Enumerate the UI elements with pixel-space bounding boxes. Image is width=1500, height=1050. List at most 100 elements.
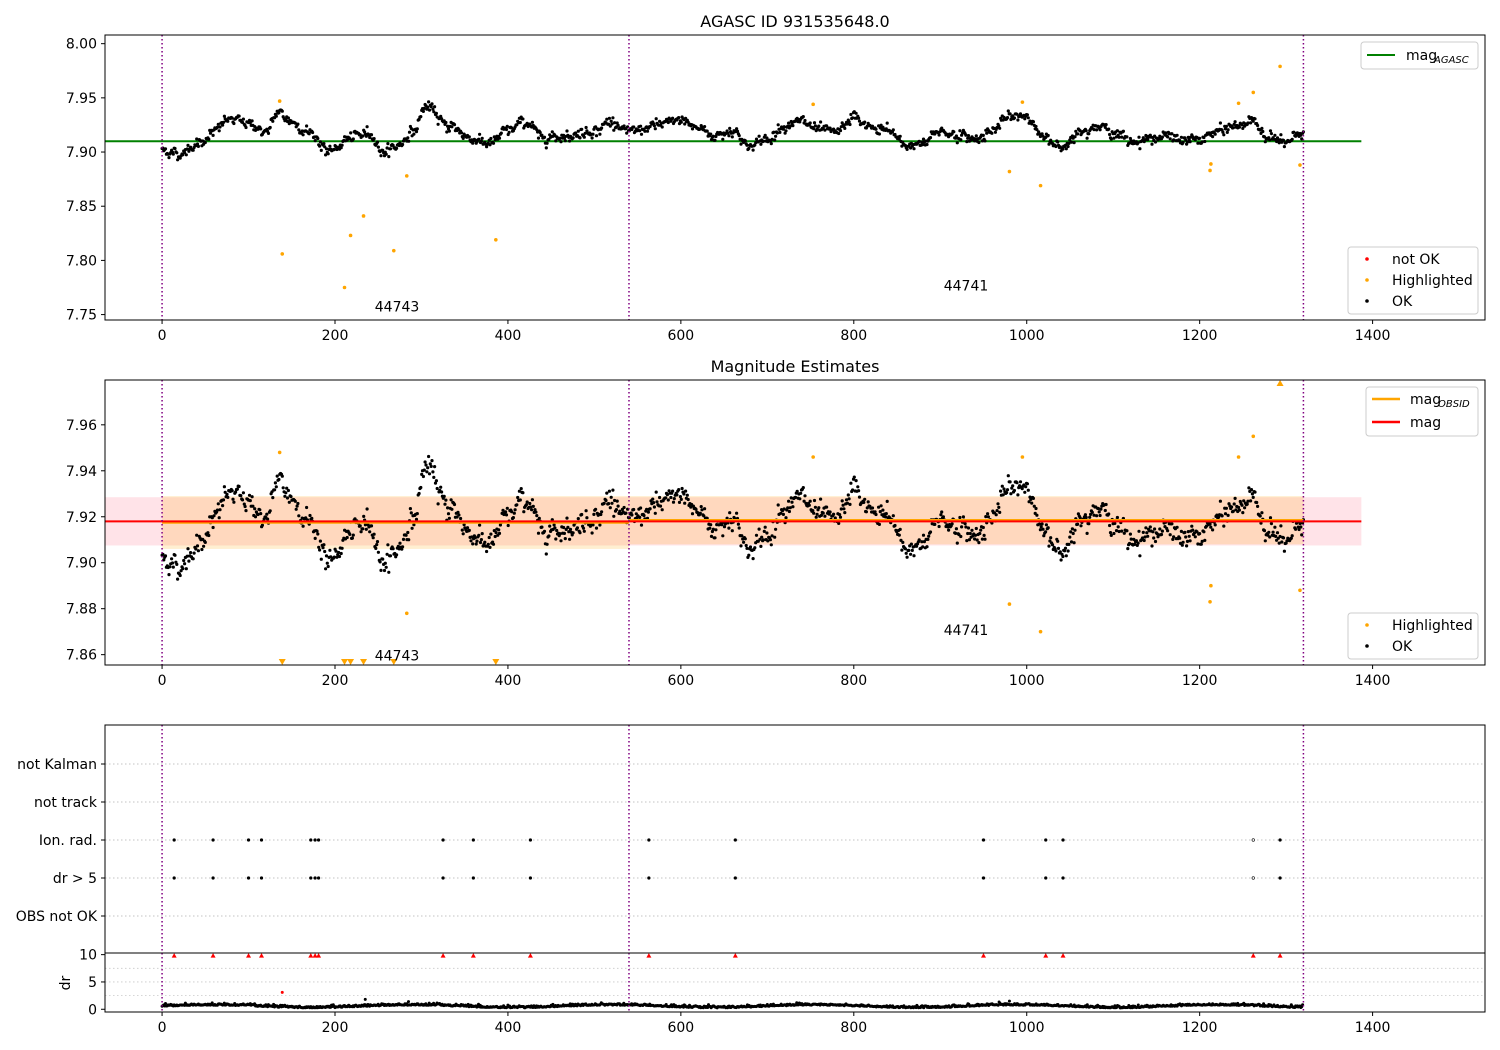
agasc-legend-marker-label: OK	[1392, 294, 1413, 310]
agasc-ok-point	[803, 118, 807, 123]
dr-capped-marker	[1250, 953, 1256, 958]
estimates-ok-point	[823, 514, 827, 518]
dr-xtick-label: 0	[158, 1020, 167, 1036]
agasc-ok-point	[1076, 132, 1080, 136]
estimates-ok-point	[1296, 525, 1300, 529]
estimates-ok-point	[1179, 529, 1183, 534]
estimates-ok-point	[947, 528, 951, 532]
estimates-ok-point	[1107, 512, 1111, 516]
agasc-ok-point	[965, 140, 969, 144]
estimates-ok-point	[857, 489, 861, 493]
estimates-ok-point	[461, 532, 465, 536]
estimates-ok-point	[375, 543, 379, 547]
agasc-ok-point	[271, 119, 275, 123]
estimates-ok-point	[999, 489, 1003, 493]
estimates-ok-point	[293, 499, 297, 503]
estimates-ok-point	[671, 489, 675, 493]
estimates-ok-point	[979, 528, 983, 532]
estimates-ok-point	[175, 562, 179, 567]
estimates-ok-point	[1042, 534, 1046, 538]
estimates-ok-point	[1191, 528, 1195, 532]
agasc-ok-point	[1196, 141, 1200, 145]
estimates-ok-point	[1218, 499, 1222, 503]
agasc-ok-point	[545, 141, 549, 145]
agasc-ytick-label: 7.80	[66, 253, 97, 269]
agasc-ok-point	[216, 122, 220, 126]
estimates-ok-point	[474, 542, 478, 546]
estimates-ok-point	[369, 524, 374, 528]
agasc-ok-point	[1025, 113, 1029, 117]
dr-outlier-point	[1007, 999, 1011, 1003]
agasc-ok-point	[1275, 136, 1280, 140]
flags-point	[528, 876, 533, 880]
agasc-ok-point	[1282, 145, 1286, 149]
estimates-ok-point	[388, 554, 393, 558]
estimates-ok-point	[406, 530, 410, 535]
agasc-ok-point	[607, 116, 612, 120]
estimates-ok-point	[677, 500, 682, 504]
estimates-ok-point	[387, 570, 391, 574]
estimates-ok-point	[925, 545, 929, 549]
agasc-ok-point	[415, 127, 419, 131]
estimates-ok-point	[1025, 482, 1029, 486]
estimates-ok-point	[382, 568, 387, 573]
agasc-ok-point	[1040, 132, 1044, 136]
estimates-ok-point	[828, 510, 832, 514]
agasc-ok-point	[422, 106, 426, 110]
estimates-ok-point	[1290, 534, 1294, 538]
agasc-ok-point	[497, 136, 502, 140]
agasc-ok-point	[679, 120, 683, 124]
estimates-obsid-label: 44741	[944, 623, 989, 639]
estimates-ok-point	[1240, 503, 1244, 507]
flags-panel: not Kalman not track Ion. rad. dr > 5 OBS no…	[16, 724, 1486, 954]
estimates-ok-point	[787, 499, 791, 503]
agasc-ok-point	[1249, 121, 1253, 125]
agasc-ok-point	[326, 152, 330, 156]
estimates-ok-point	[289, 495, 293, 499]
estimates-ok-point	[1084, 515, 1088, 520]
agasc-ok-point	[305, 124, 309, 128]
agasc-ok-point	[774, 134, 778, 138]
agasc-ok-point	[221, 120, 226, 124]
estimates-ok-point	[576, 517, 580, 521]
agasc-ok-point	[268, 125, 272, 130]
agasc-ok-point	[705, 129, 709, 133]
estimates-ok-point	[226, 495, 230, 499]
estimates-ok-point	[371, 536, 375, 540]
estimates-ok-point	[207, 533, 211, 538]
estimates-ok-point	[361, 527, 365, 531]
estimates-ok-point	[319, 557, 323, 561]
estimates-ok-point	[469, 539, 473, 543]
estimates-ok-point	[739, 544, 743, 548]
estimates-ok-point	[478, 540, 483, 545]
agasc-ok-point	[1175, 133, 1179, 137]
estimates-ok-point	[301, 524, 305, 528]
agasc-ok-point	[1136, 141, 1140, 145]
flags-point	[313, 876, 317, 880]
estimates-ok-point	[457, 513, 461, 517]
estimates-ok-point	[1138, 554, 1142, 558]
estimates-ok-point	[535, 514, 539, 518]
estimates-xtick-label: 1000	[1009, 673, 1045, 689]
agasc-ok-point	[808, 121, 812, 125]
estimates-ok-point	[1150, 544, 1154, 548]
estimates-ok-point	[183, 562, 187, 566]
estimates-ok-point	[294, 507, 298, 511]
agasc-ok-point	[1251, 119, 1255, 123]
estimates-ok-point	[787, 509, 792, 514]
estimates-ok-point	[761, 538, 766, 542]
estimates-ok-point	[585, 516, 589, 520]
agasc-ok-point	[609, 119, 613, 123]
estimates-marker-legend-box	[1347, 612, 1479, 660]
flags-point	[1044, 838, 1048, 842]
estimates-ok-point	[542, 529, 547, 533]
estimates-ok-point	[359, 530, 363, 534]
estimates-ok-point	[730, 529, 734, 533]
agasc-ok-point	[434, 111, 438, 115]
agasc-legend-marker-label: Highlighted	[1392, 273, 1473, 289]
estimates-ok-point	[873, 510, 877, 514]
estimates-ok-point	[1072, 541, 1076, 545]
agasc-ok-point	[467, 135, 471, 139]
flags-point	[246, 876, 251, 880]
estimates-ok-point	[1233, 496, 1237, 500]
